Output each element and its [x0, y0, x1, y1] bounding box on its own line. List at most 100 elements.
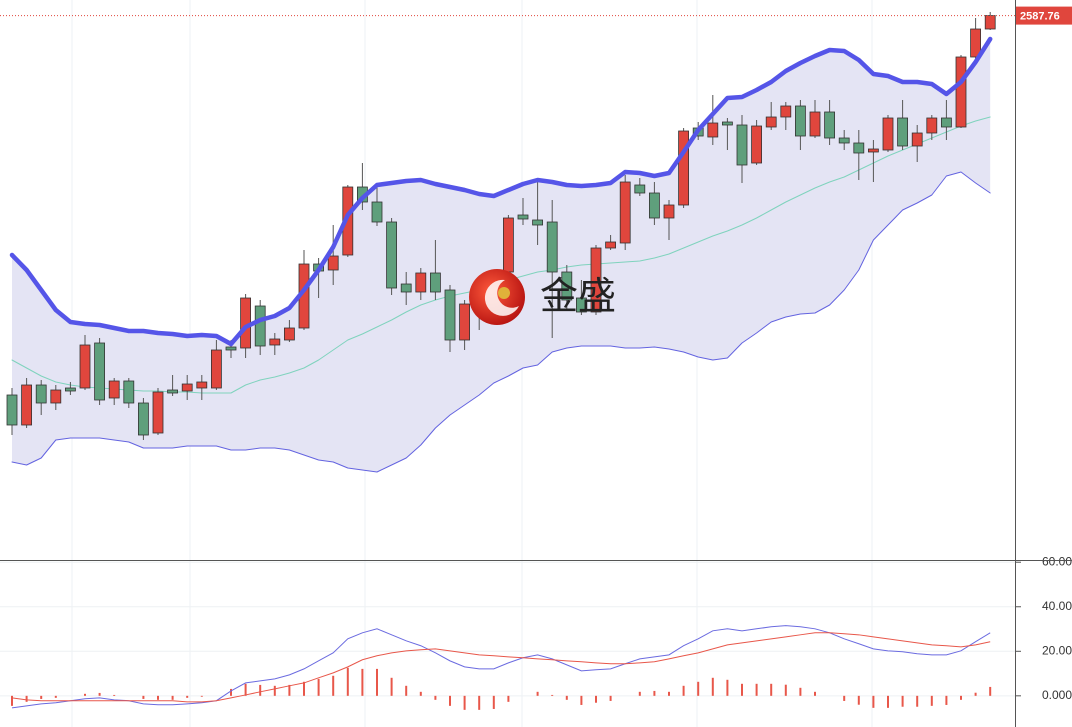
histogram-bar: [697, 681, 700, 696]
histogram-bar: [98, 692, 101, 696]
histogram-bar: [11, 695, 13, 706]
logo-dot: [498, 287, 510, 299]
last-price-label: 2587.76: [1020, 11, 1060, 23]
candle-body: [809, 111, 821, 137]
macd-line: [11, 632, 991, 703]
candle-body: [897, 117, 908, 147]
candle-body: [459, 303, 471, 341]
histogram-bar: [419, 691, 422, 696]
candle-body: [955, 56, 967, 128]
y-tick-label: 0.0000: [1042, 688, 1072, 702]
candle-body: [634, 184, 646, 194]
band-line: [9, 36, 993, 347]
watermark-text: 金盛: [540, 276, 616, 318]
histogram-bar: [726, 679, 729, 696]
candle-body: [838, 137, 850, 144]
candle-body: [722, 121, 733, 126]
candle-body: [795, 105, 806, 137]
histogram-bar: [259, 684, 262, 696]
candle-body: [371, 201, 383, 223]
y-tick-label: 40.0000: [1042, 599, 1072, 613]
histogram-bar: [113, 694, 116, 696]
candle-body: [400, 283, 412, 293]
histogram-bar: [463, 695, 466, 710]
logo-crescent: [484, 279, 519, 316]
histogram-bar: [376, 668, 378, 696]
histogram-bar: [668, 691, 670, 696]
histogram-bar: [332, 675, 335, 696]
histogram-bar: [872, 695, 875, 708]
candle-body: [429, 272, 441, 293]
candle-body: [911, 132, 923, 147]
histogram-bar: [843, 695, 846, 701]
candle-body: [765, 116, 777, 128]
watermark: 金盛: [469, 269, 616, 325]
histogram-bar: [930, 695, 933, 706]
histogram-bar: [171, 695, 174, 700]
histogram-bar: [945, 695, 948, 705]
y-tick-label: 20.0000: [1042, 643, 1072, 657]
histogram-bar: [711, 677, 714, 696]
candle-body: [283, 327, 295, 341]
histogram-bar: [916, 695, 919, 707]
price-panel: [0, 12, 1015, 473]
histogram-bar: [887, 695, 889, 708]
candle-body: [926, 117, 938, 134]
histogram-bar: [390, 677, 393, 696]
macd-line: [11, 625, 991, 709]
candle-body: [532, 219, 543, 226]
histogram-bar: [784, 684, 787, 696]
histogram-bar: [551, 694, 554, 696]
y-tick-label: 60.0000: [1042, 554, 1072, 568]
candle-body: [970, 28, 981, 58]
histogram-bar: [536, 691, 539, 696]
candle-body: [269, 338, 281, 346]
candle-body: [167, 389, 179, 394]
histogram-bar: [989, 686, 992, 696]
histogram-bar: [580, 695, 583, 705]
histogram-bar: [346, 667, 349, 696]
candle-body: [882, 117, 894, 151]
histogram-bar: [653, 690, 656, 696]
candle-body: [517, 214, 529, 220]
candle-body: [824, 111, 835, 139]
histogram-bar: [565, 695, 568, 700]
histogram-bar: [799, 687, 802, 696]
candle-body: [137, 402, 149, 436]
histogram-bar: [478, 695, 481, 710]
candle-body: [152, 391, 164, 434]
histogram-bar: [361, 668, 364, 696]
histogram-bar: [638, 691, 641, 696]
candle-body: [751, 125, 762, 164]
candle-body: [561, 271, 573, 301]
histogram-bar: [186, 695, 189, 698]
candle-body: [546, 221, 558, 273]
price-axis: 2587.76: [1016, 6, 1072, 25]
histogram-bar: [157, 695, 159, 700]
histogram-bar: [449, 695, 451, 706]
histogram-bar: [901, 695, 904, 707]
histogram-bar: [273, 685, 276, 696]
candle-body: [707, 122, 719, 138]
candle-body: [327, 255, 339, 271]
histogram-bar: [244, 683, 247, 696]
candle-body: [444, 289, 456, 341]
candle-body: [196, 381, 208, 389]
histogram-bar: [974, 692, 977, 696]
candle-body: [108, 380, 120, 399]
histogram-bar: [770, 683, 773, 696]
macd-panel: 60.0000 40.0000 20.0000 0.0000: [0, 554, 1072, 710]
histogram-bar: [857, 695, 860, 705]
candle-body: [94, 342, 105, 401]
candle-body: [619, 181, 631, 244]
candle-body: [780, 105, 792, 118]
histogram-bar: [507, 695, 510, 702]
candle-body: [984, 15, 996, 30]
histogram-bar: [405, 685, 408, 696]
candle-body: [225, 346, 237, 351]
histogram-bar: [434, 695, 437, 700]
histogram-bar: [54, 695, 57, 698]
candle-body: [576, 297, 587, 313]
candle-body: [123, 380, 135, 404]
